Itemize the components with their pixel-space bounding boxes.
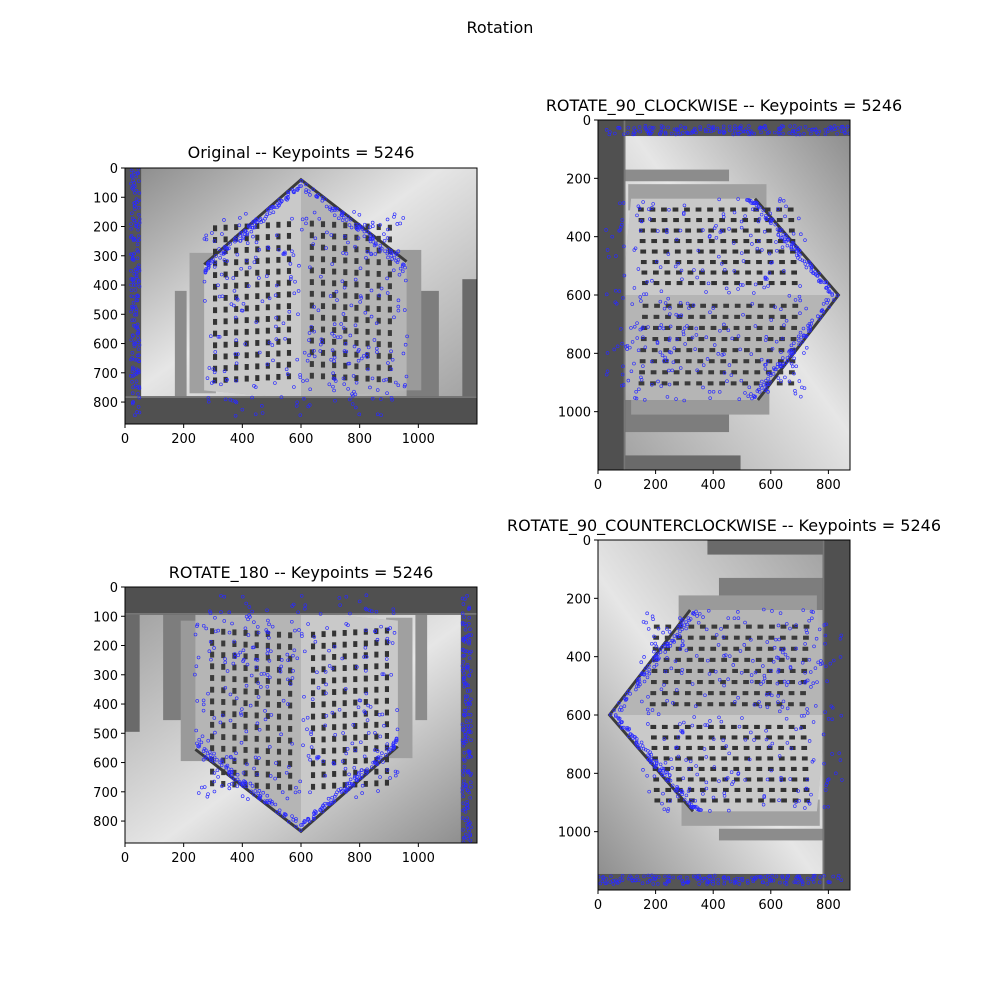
- x-tick-label: 1000: [402, 851, 435, 866]
- x-tick-label: 400: [701, 898, 726, 913]
- y-tick-label: 500: [93, 727, 118, 742]
- x-tick-label: 600: [758, 898, 783, 913]
- x-tick-label: 200: [643, 898, 668, 913]
- y-tick-label: 600: [566, 709, 591, 724]
- x-tick-label: 600: [289, 851, 314, 866]
- image-r180: [125, 587, 477, 843]
- x-tick-label: 0: [121, 851, 129, 866]
- y-tick-label: 300: [93, 250, 118, 265]
- y-tick-label: 1000: [558, 826, 591, 841]
- y-tick-label: 700: [93, 786, 118, 801]
- x-tick-label: 0: [594, 898, 602, 913]
- y-tick-label: 600: [93, 338, 118, 353]
- y-tick-label: 800: [93, 815, 118, 830]
- x-tick-label: 400: [701, 478, 726, 493]
- x-tick-label: 600: [289, 432, 314, 447]
- y-tick-label: 800: [566, 767, 591, 782]
- y-tick-label: 600: [566, 289, 591, 304]
- x-tick-label: 800: [347, 432, 372, 447]
- panel-title: ROTATE_90_CLOCKWISE -- Keypoints = 5246: [545, 96, 903, 115]
- x-tick-label: 600: [758, 478, 783, 493]
- y-tick-label: 0: [110, 581, 118, 596]
- image-ccw: [598, 540, 850, 890]
- y-tick-label: 400: [566, 231, 591, 246]
- y-tick-label: 300: [93, 669, 118, 684]
- panel-title: Original -- Keypoints = 5246: [187, 143, 415, 162]
- y-tick-label: 200: [93, 221, 118, 236]
- x-tick-label: 200: [171, 851, 196, 866]
- x-tick-label: 800: [347, 851, 372, 866]
- y-tick-label: 200: [566, 172, 591, 187]
- x-tick-label: 400: [230, 851, 255, 866]
- y-tick-label: 0: [110, 162, 118, 177]
- panel-title: ROTATE_90_COUNTERCLOCKWISE -- Keypoints …: [506, 516, 941, 535]
- x-tick-label: 200: [643, 478, 668, 493]
- panel-title: ROTATE_180 -- Keypoints = 5246: [168, 563, 434, 582]
- x-tick-label: 800: [816, 478, 841, 493]
- y-tick-label: 200: [566, 592, 591, 607]
- x-tick-label: 0: [594, 478, 602, 493]
- y-tick-label: 800: [93, 396, 118, 411]
- image-original: [125, 168, 477, 424]
- image-cw: [598, 120, 850, 470]
- y-tick-label: 200: [93, 640, 118, 655]
- y-tick-label: 1000: [558, 406, 591, 421]
- y-tick-label: 0: [583, 114, 591, 129]
- x-tick-label: 400: [230, 432, 255, 447]
- x-tick-label: 800: [816, 898, 841, 913]
- y-tick-label: 0: [583, 534, 591, 549]
- x-tick-label: 0: [121, 432, 129, 447]
- y-tick-label: 700: [93, 367, 118, 382]
- x-tick-label: 1000: [402, 432, 435, 447]
- y-tick-label: 100: [93, 191, 118, 206]
- figure-title: Rotation: [466, 18, 534, 37]
- y-tick-label: 400: [93, 279, 118, 294]
- y-tick-label: 600: [93, 757, 118, 772]
- y-tick-label: 500: [93, 308, 118, 323]
- y-tick-label: 400: [93, 698, 118, 713]
- y-tick-label: 800: [566, 347, 591, 362]
- y-tick-label: 100: [93, 610, 118, 625]
- x-tick-label: 200: [171, 432, 196, 447]
- y-tick-label: 400: [566, 651, 591, 666]
